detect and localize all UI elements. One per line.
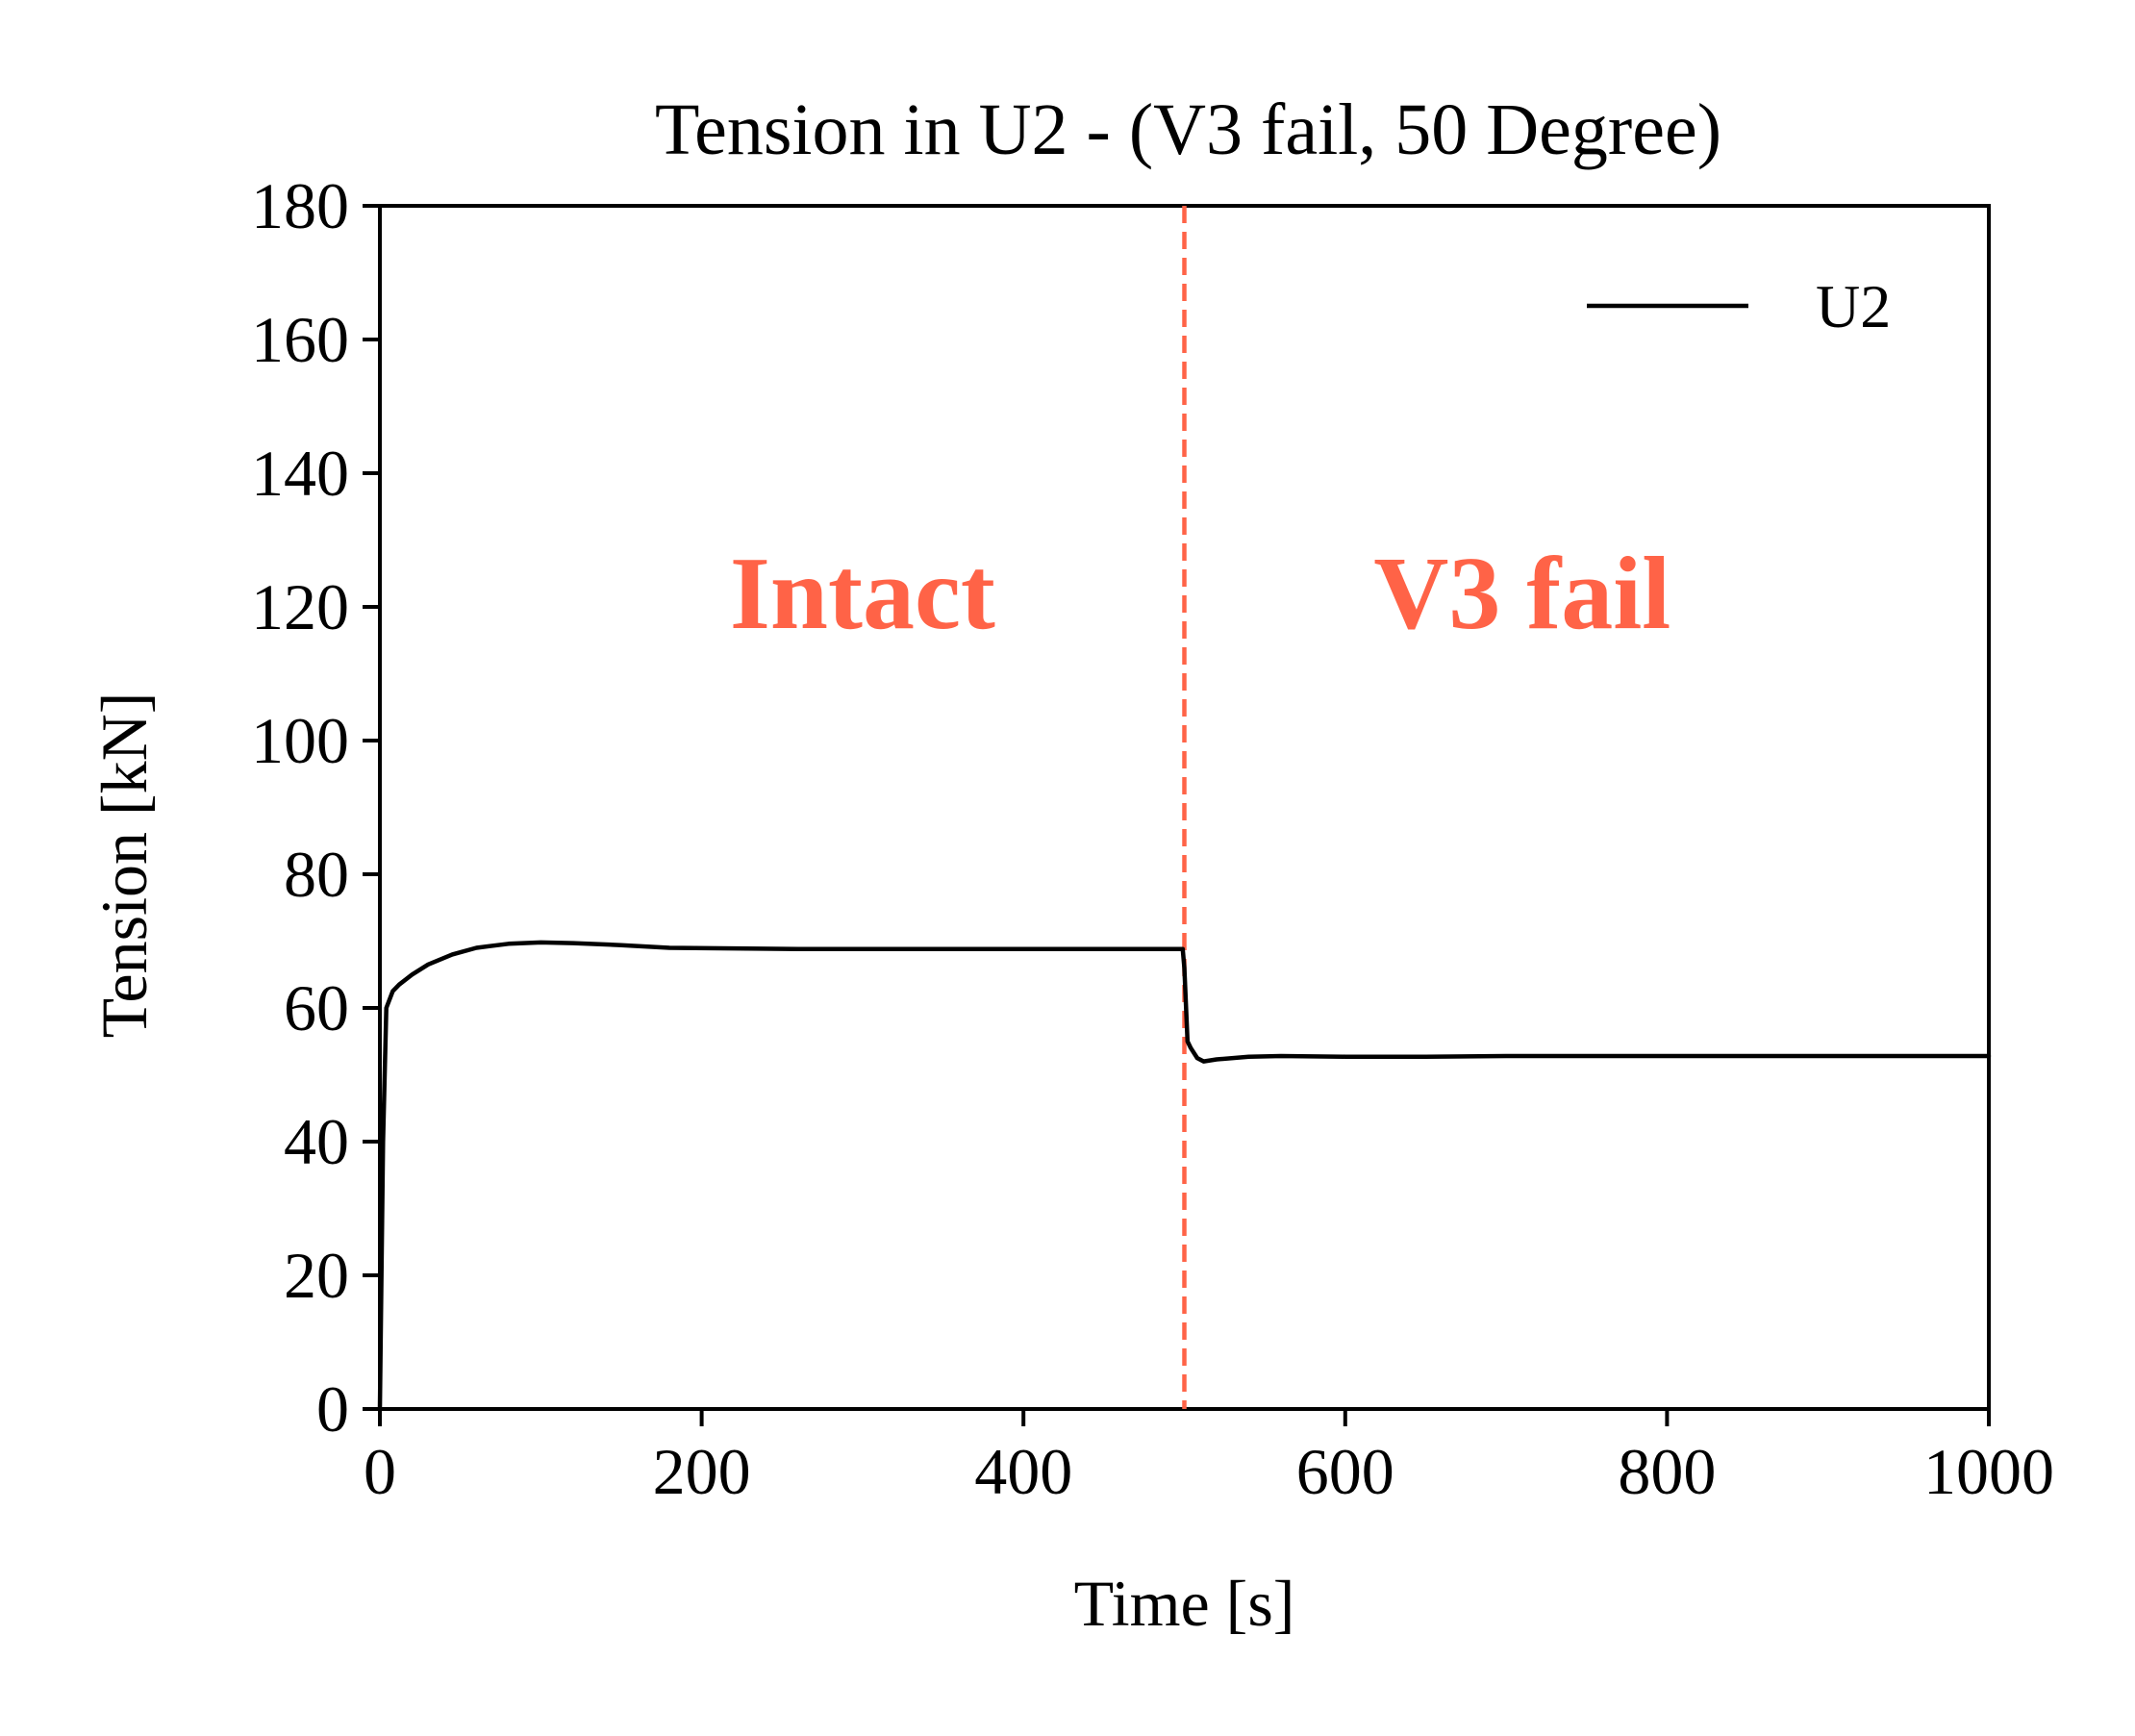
x-tick-label: 200 [653, 1435, 751, 1508]
y-tick-label: 40 [284, 1105, 349, 1178]
y-tick-label: 140 [251, 437, 349, 510]
x-axis-title: Time [s] [1074, 1567, 1295, 1640]
legend-label-u2: U2 [1816, 272, 1891, 340]
y-axis-title: Tension [kN] [88, 692, 161, 1039]
y-tick-label: 120 [251, 570, 349, 643]
annotation-v3-fail: V3 fail [1373, 537, 1670, 651]
annotation-intact: Intact [730, 537, 995, 651]
x-tick-label: 400 [974, 1435, 1072, 1508]
x-tick-label: 600 [1296, 1435, 1394, 1508]
chart-title: Tension in U2 - (V3 fail, 50 Degree) [655, 89, 1721, 170]
y-tick-label: 0 [316, 1372, 349, 1446]
y-tick-label: 160 [251, 303, 349, 376]
y-tick-label: 80 [284, 838, 349, 911]
x-tick-label: 1000 [1923, 1435, 2054, 1508]
y-tick-label: 180 [251, 169, 349, 242]
y-tick-label: 60 [284, 971, 349, 1044]
x-tick-label: 0 [364, 1435, 396, 1508]
series-line-u2 [377, 940, 1992, 1412]
x-tick-label: 800 [1618, 1435, 1716, 1508]
y-tick-label: 20 [284, 1239, 349, 1312]
y-tick-label: 100 [251, 704, 349, 777]
